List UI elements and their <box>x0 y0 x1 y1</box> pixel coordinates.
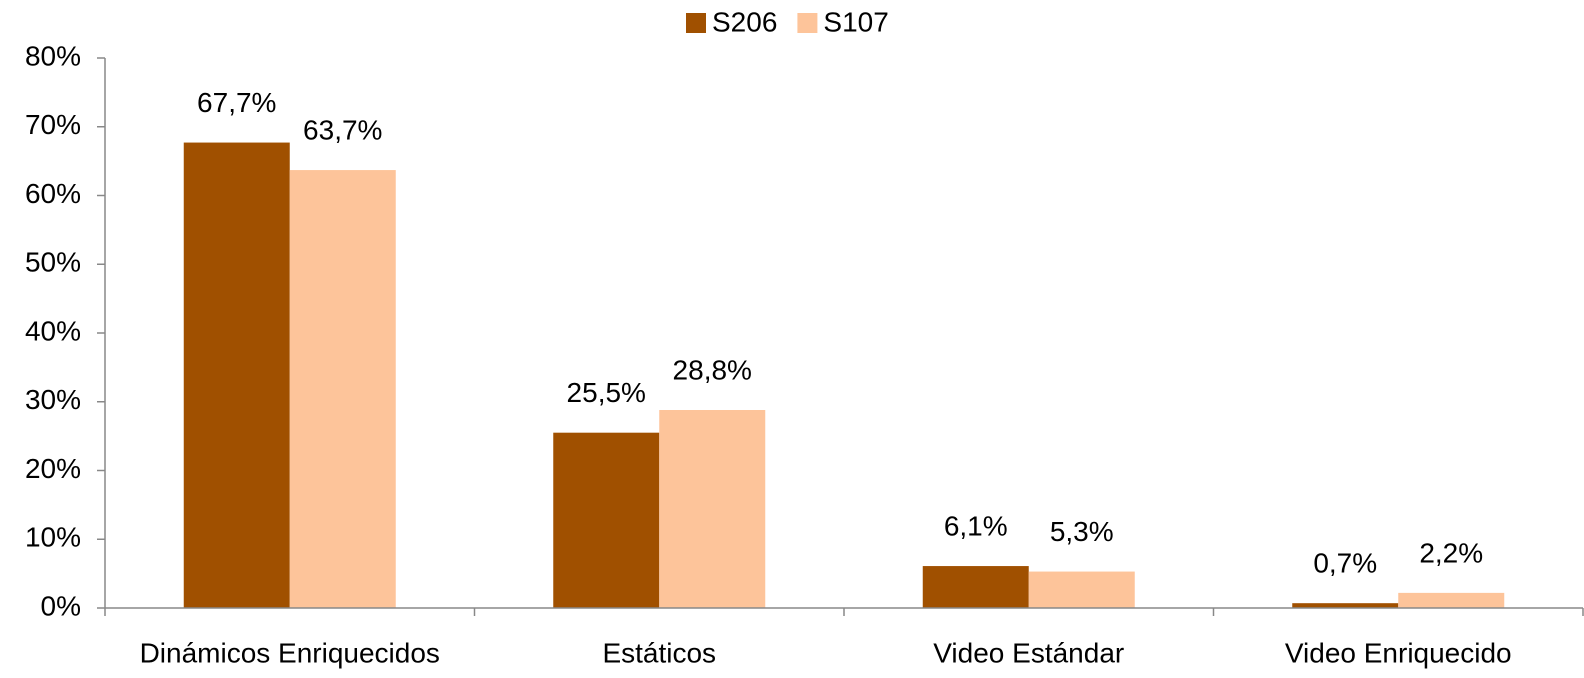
bar <box>659 410 766 608</box>
bar <box>553 432 660 608</box>
x-tick-label: Estáticos <box>602 637 716 668</box>
bar <box>289 170 396 608</box>
y-tick-label: 60% <box>25 178 81 209</box>
bar <box>183 142 290 608</box>
value-label: 25,5% <box>567 377 646 408</box>
x-tick-label: Video Estándar <box>933 637 1124 668</box>
bar <box>1028 571 1135 608</box>
legend-label: S107 <box>823 6 888 37</box>
y-tick-label: 20% <box>25 453 81 484</box>
y-tick-label: 50% <box>25 247 81 278</box>
legend-swatch <box>797 13 818 33</box>
y-tick-label: 0% <box>41 590 81 621</box>
value-label: 67,7% <box>197 87 276 118</box>
x-tick-label: Dinámicos Enriquecidos <box>140 637 440 668</box>
bar <box>1292 603 1399 608</box>
legend-swatch <box>686 13 706 33</box>
y-tick-label: 40% <box>25 315 81 346</box>
value-label: 28,8% <box>673 354 752 385</box>
value-label: 6,1% <box>944 510 1008 541</box>
y-tick-label: 30% <box>25 384 81 415</box>
value-label: 0,7% <box>1313 548 1377 579</box>
value-label: 5,3% <box>1050 516 1114 547</box>
y-tick-label: 80% <box>25 40 81 71</box>
legend-label: S206 <box>712 6 777 37</box>
x-tick-label: Video Enriquecido <box>1285 637 1512 668</box>
bar <box>1398 592 1505 608</box>
y-tick-label: 70% <box>25 109 81 140</box>
bar <box>922 566 1029 608</box>
value-label: 2,2% <box>1419 537 1483 568</box>
value-label: 63,7% <box>303 114 382 145</box>
y-tick-label: 10% <box>25 522 81 553</box>
